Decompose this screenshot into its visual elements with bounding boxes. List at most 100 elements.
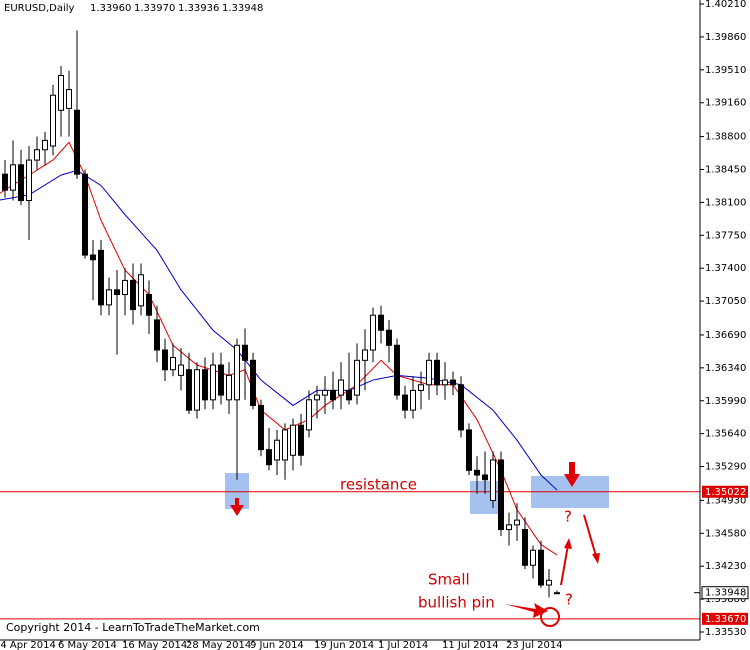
arrow (583, 514, 597, 557)
price-label-box (701, 586, 749, 600)
x-tick-label: 23 Jul 2014 (506, 640, 563, 650)
x-tick-label: 9 Jun 2014 (250, 640, 304, 650)
candle-body (418, 384, 424, 391)
candle-body (498, 459, 504, 531)
y-tick-label: 1.37400 (705, 263, 746, 274)
y-tick-label: 1.33880 (705, 594, 746, 605)
candle-body (538, 549, 544, 586)
candle-body (434, 359, 440, 386)
candle-body (250, 359, 256, 406)
candle-body (18, 164, 24, 202)
header-value: 1.33960 (90, 3, 131, 14)
candle-body (386, 329, 392, 346)
y-tick-label: 1.38450 (705, 164, 746, 175)
candle-body (218, 364, 224, 396)
x-tick-label: 19 Jun 2014 (314, 640, 374, 650)
price-label-box (702, 485, 748, 498)
candle-body (338, 379, 344, 396)
candle-body (410, 389, 416, 411)
candle-body (210, 364, 216, 401)
pin-label: bullish pin (418, 594, 495, 612)
x-tick-label: 16 May 2014 (122, 640, 187, 650)
header-value: 1.33970 (134, 3, 175, 14)
arrow (230, 498, 244, 516)
arrow (564, 462, 580, 487)
candle-body (2, 173, 8, 191)
candle-body (234, 344, 240, 401)
y-tick-label: 1.37050 (705, 296, 746, 307)
candle-body (186, 369, 192, 411)
y-tick-label: 1.35640 (705, 429, 746, 440)
x-tick-label: 24 Apr 2014 (0, 640, 56, 650)
pin-label: Small (428, 571, 470, 589)
y-tick-label: 1.39860 (705, 32, 746, 43)
candle-body (274, 439, 280, 461)
arrow (564, 538, 572, 549)
candle-body (362, 349, 368, 361)
candle-body (514, 519, 520, 526)
candle-body (194, 369, 200, 411)
x-tick-label: 28 May 2014 (186, 640, 251, 650)
price-label: 1.33948 (705, 588, 746, 599)
candle-body (122, 279, 128, 296)
candle-body (474, 469, 480, 476)
candle-body (354, 359, 360, 396)
y-tick-label: 1.36340 (705, 363, 746, 374)
candle-body (458, 384, 464, 431)
resistance-label: resistance (340, 476, 417, 494)
candle-body (466, 429, 472, 471)
arrow (505, 603, 548, 618)
candle-body (522, 529, 528, 566)
copyright: Copyright 2014 - LearnToTradeTheMarket.c… (6, 621, 260, 634)
candle-body (34, 149, 40, 161)
y-tick-label: 1.39160 (705, 98, 746, 109)
candle-body (202, 369, 208, 401)
x-tick-label: 6 May 2014 (58, 640, 117, 650)
candle-body (130, 279, 136, 311)
candle-body (170, 357, 176, 371)
candle-body (58, 74, 64, 111)
y-tick-label: 1.35290 (705, 462, 746, 473)
y-tick-label: 1.38100 (705, 197, 746, 208)
candle-body (42, 139, 48, 151)
candle-body (530, 549, 536, 566)
price-label: 1.33670 (705, 614, 746, 625)
x-tick-label: 1 Jul 2014 (378, 640, 428, 650)
candle-body (26, 159, 32, 202)
arrow (592, 553, 600, 564)
candle-body (82, 173, 88, 256)
candle-body (322, 389, 328, 396)
symbol: EURUSD,Daily (4, 3, 75, 14)
candle-body (378, 314, 384, 331)
candle-body (10, 164, 16, 191)
candle-body (442, 379, 448, 386)
y-tick-label: 1.33530 (705, 627, 746, 638)
candle-body (290, 424, 296, 456)
candle-body (370, 314, 376, 351)
y-tick-label: 1.39510 (705, 65, 746, 76)
y-tick-label: 1.34580 (705, 528, 746, 539)
candle-body (66, 89, 72, 109)
candle-body (346, 389, 352, 401)
candle-body (162, 349, 168, 371)
candle-body (506, 524, 512, 531)
candle-body (330, 389, 336, 401)
copyright-box (2, 620, 256, 636)
y-tick-label: 1.40210 (705, 0, 746, 10)
candle-body (394, 344, 400, 396)
candle-body (114, 289, 120, 296)
candle-body (154, 319, 160, 351)
candle-body (554, 592, 560, 595)
candle-body (50, 94, 56, 147)
candle-body (178, 364, 184, 376)
candle-body (450, 379, 456, 386)
header-value: 1.33948 (222, 3, 263, 14)
arrow (560, 544, 569, 586)
candle-body (546, 579, 552, 586)
moving-average (0, 169, 558, 491)
candle-body (490, 459, 496, 501)
price-label: 1.35022 (705, 487, 746, 498)
candle-body (258, 404, 264, 451)
